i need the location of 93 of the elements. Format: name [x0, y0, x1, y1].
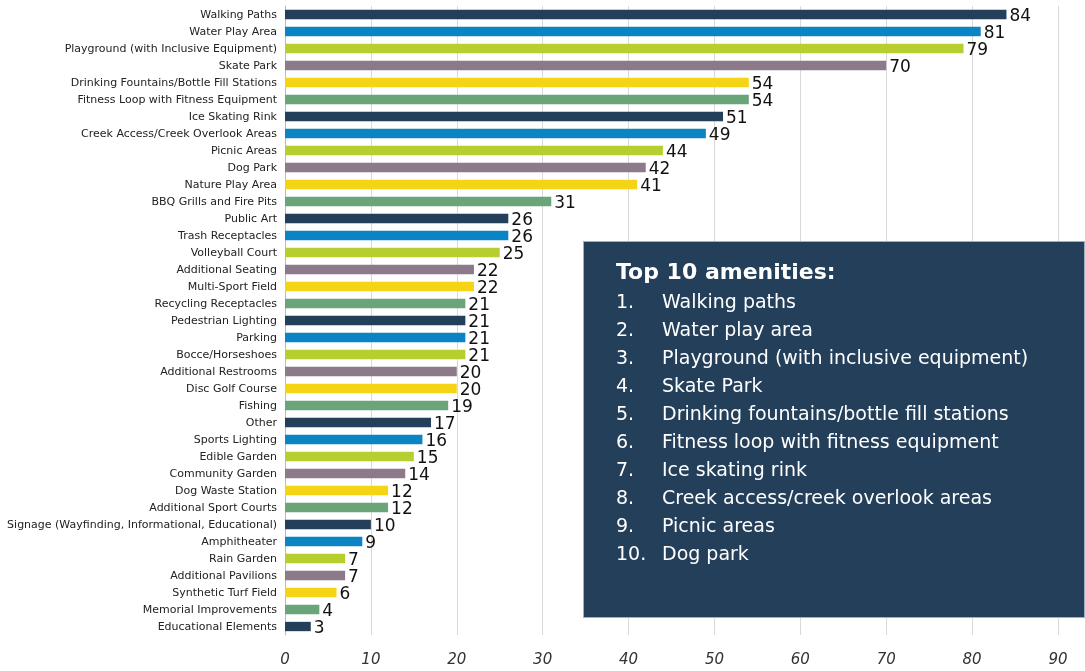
y-tick-label: Synthetic Turf Field: [172, 586, 277, 599]
bar: [285, 536, 363, 547]
y-tick-label: Public Art: [224, 212, 278, 225]
bar: [285, 468, 406, 479]
bar: [285, 485, 389, 496]
x-tick-label: 30: [533, 649, 553, 668]
y-tick-label: Disc Golf Course: [186, 382, 278, 395]
y-tick-label: Signage (Wayfinding, Informational, Educational): [7, 518, 277, 531]
y-tick-label: Bocce/Horseshoes: [176, 348, 278, 361]
bar: [285, 587, 337, 598]
bar: [285, 145, 663, 156]
y-tick-label: Fishing: [238, 399, 277, 412]
y-tick-label: Trash Receptacles: [177, 229, 278, 242]
bar: [285, 60, 887, 71]
bar: [285, 128, 706, 139]
bar: [285, 570, 346, 581]
data-label: 70: [889, 55, 911, 76]
y-tick-label: Other: [245, 416, 278, 429]
bar: [285, 621, 311, 632]
bar: [285, 349, 466, 360]
y-tick-label: Pedestrian Lighting: [170, 314, 277, 327]
y-tick-label: Creek Access/Creek Overlook Areas: [81, 127, 278, 140]
bar: [285, 230, 509, 241]
bar: [285, 298, 466, 309]
y-tick-label: Water Play Area: [189, 25, 277, 38]
y-tick-label: Multi-Sport Field: [187, 280, 277, 293]
y-tick-label: Rain Garden: [209, 552, 278, 565]
bar: [285, 417, 432, 428]
data-label: 4: [322, 599, 334, 620]
bar: [285, 247, 500, 258]
y-tick-label: Nature Play Area: [184, 178, 277, 191]
bar: [285, 9, 1007, 20]
bar: [285, 281, 474, 292]
y-tick-label: Picnic Areas: [210, 144, 278, 157]
y-tick-label: Volleyball Court: [190, 246, 278, 259]
y-tick-label: Walking Paths: [200, 8, 278, 21]
y-tick-label: Skate Park: [218, 59, 278, 72]
y-tick-label: Dog Park: [227, 161, 278, 174]
bar: [285, 604, 320, 615]
y-tick-label: Educational Elements: [157, 620, 278, 633]
y-tick-label: BBQ Grills and Fire Pits: [151, 195, 278, 208]
y-tick-label: Additional Seating: [176, 263, 277, 276]
bar: [285, 94, 749, 105]
data-label: 84: [1009, 4, 1032, 25]
bar: [285, 264, 474, 275]
bar: [285, 366, 457, 377]
y-tick-label: Additional Sport Courts: [149, 501, 278, 514]
y-tick-label: Drinking Fountains/Bottle Fill Stations: [70, 76, 278, 89]
y-tick-label: Recycling Receptacles: [154, 297, 278, 310]
x-tick-label: 40: [619, 649, 639, 668]
x-tick-label: 0: [280, 649, 290, 668]
bar: [285, 434, 423, 445]
y-tick-label: Sports Lighting: [193, 433, 277, 446]
y-tick-label: Community Garden: [169, 467, 278, 480]
bar: [285, 179, 638, 190]
y-tick-label: Additional Pavilions: [170, 569, 278, 582]
x-tick-label: 20: [447, 649, 467, 668]
data-label: 3: [313, 616, 325, 637]
bar: [285, 400, 449, 411]
data-label: 31: [554, 191, 576, 212]
bar: [285, 553, 346, 564]
bar: [285, 111, 724, 122]
bar: [285, 26, 981, 37]
bar: [285, 502, 389, 513]
y-tick-label: Fitness Loop with Fitness Equipment: [77, 93, 278, 106]
annotation: 10. Dog park: [616, 541, 749, 566]
y-tick-label: Ice Skating Rink: [188, 110, 278, 123]
bar: [285, 315, 466, 326]
text-panel: Top 10 amenities: 1. Walking paths 2. Water play area 3. Playground (with inclusive equipment) 4. Skate Park 5. Drinking fountains/bottle fill stations 6. Fitness loop with fitness equipment 7. Ice skating rink 8. Creek access/creek overlook areas 9. Picnic areas 10. Dog park: [583, 241, 1085, 618]
x-tick-label: 80: [962, 649, 982, 668]
y-tick-label: Edible Garden: [199, 450, 278, 463]
bar: [285, 451, 414, 462]
x-tick-label: 60: [790, 649, 810, 668]
data-label: 6: [339, 582, 351, 603]
y-tick-label: Amphitheater: [201, 535, 278, 548]
bar: [285, 383, 457, 394]
y-tick-label: Dog Waste Station: [174, 484, 278, 497]
y-tick-label: Parking: [236, 331, 277, 344]
bar: [285, 332, 466, 343]
y-tick-label: Memorial Improvements: [142, 603, 278, 616]
x-tick-label: 90: [1048, 649, 1068, 668]
bar: [285, 77, 749, 88]
y-tick-label: Additional Restrooms: [160, 365, 278, 378]
bar: [285, 213, 509, 224]
x-tick-label: 70: [876, 649, 896, 668]
bar: [285, 519, 371, 530]
annotation: Top 10 amenities:: [616, 258, 837, 286]
y-tick-label: Playground (with Inclusive Equipment): [64, 42, 277, 55]
bar: [285, 196, 552, 207]
bar: [285, 43, 964, 54]
bar: [285, 162, 646, 173]
x-tick-label: 50: [704, 649, 724, 668]
x-tick-label: 10: [361, 649, 381, 668]
